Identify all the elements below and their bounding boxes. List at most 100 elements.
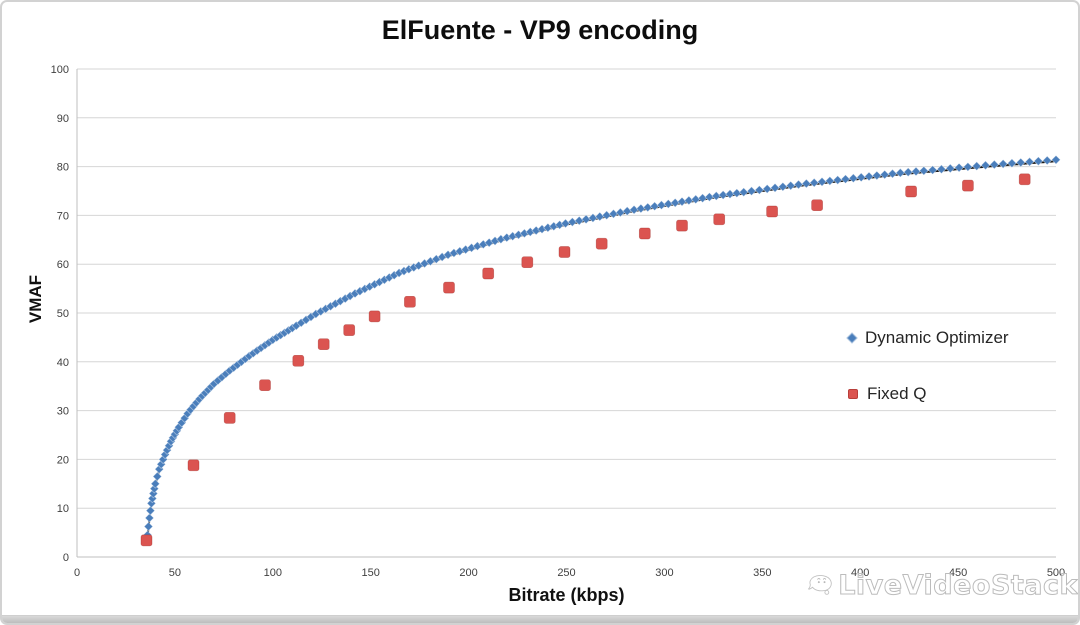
data-point-diamond	[1033, 156, 1044, 167]
x-tick-label: 450	[949, 567, 967, 579]
series-fixed-q	[140, 173, 1031, 547]
x-tick-label: 300	[655, 567, 673, 579]
y-tick-label: 60	[57, 259, 69, 271]
data-point-diamond	[642, 202, 653, 213]
data-point-diamond	[663, 199, 674, 209]
data-point-square	[811, 199, 823, 212]
data-point-diamond	[777, 181, 788, 192]
x-tick-label: 400	[851, 567, 869, 579]
data-point-square	[713, 213, 726, 226]
data-point-diamond	[147, 493, 158, 504]
data-point-diamond	[817, 176, 827, 187]
y-tick-label: 70	[57, 210, 69, 222]
y-tick-label: 30	[57, 406, 69, 418]
x-axis-title: Bitrate (kbps)	[508, 585, 625, 605]
data-point-diamond	[980, 160, 991, 171]
data-point-diamond	[143, 521, 154, 532]
legend-label: Dynamic Optimizer	[865, 328, 1009, 347]
data-point-square	[676, 219, 688, 232]
data-point-square	[187, 459, 200, 472]
square-marker-icon	[848, 389, 858, 399]
data-point-diamond	[738, 187, 749, 198]
data-point-diamond	[746, 186, 757, 196]
data-point-diamond	[1015, 157, 1026, 168]
x-tick-label: 500	[1047, 567, 1065, 579]
x-tick-label: 100	[264, 567, 282, 579]
diamond-marker-icon	[846, 332, 858, 344]
legend-label: Fixed Q	[867, 384, 927, 403]
data-point-diamond	[856, 172, 867, 183]
data-point-diamond	[832, 175, 843, 185]
data-point-square	[317, 338, 330, 351]
data-point-diamond	[725, 189, 735, 199]
data-point-square	[259, 379, 271, 392]
data-point-diamond	[887, 168, 898, 179]
data-point-square	[343, 324, 356, 336]
y-tick-label: 0	[63, 552, 69, 564]
data-point-diamond	[150, 478, 161, 489]
data-point-diamond	[840, 174, 851, 184]
data-point-square	[1018, 173, 1031, 186]
data-point-diamond	[677, 196, 687, 207]
data-point-diamond	[895, 167, 906, 178]
y-tick-label: 100	[51, 64, 69, 76]
data-point-diamond	[629, 204, 639, 215]
y-tick-label: 10	[57, 503, 69, 515]
data-point-diamond	[656, 200, 667, 210]
y-tick-label: 50	[57, 308, 69, 320]
data-point-diamond	[945, 163, 956, 174]
data-point-diamond	[1051, 154, 1061, 165]
data-point-diamond	[158, 454, 169, 465]
data-point-diamond	[903, 167, 914, 178]
data-point-square	[766, 205, 778, 218]
data-point-diamond	[911, 166, 921, 177]
data-point-diamond	[936, 164, 947, 175]
data-point-diamond	[152, 471, 163, 482]
x-tick-label: 200	[459, 567, 477, 579]
data-point-diamond	[871, 170, 882, 181]
legend-item-fixed-q: Fixed Q	[848, 384, 927, 404]
data-point-square	[404, 295, 416, 308]
y-tick-label: 20	[57, 454, 69, 466]
data-point-diamond	[954, 162, 964, 173]
data-point-diamond	[718, 190, 729, 200]
data-point-square	[595, 237, 608, 250]
x-tick-label: 150	[362, 567, 380, 579]
data-point-diamond	[1042, 155, 1053, 166]
data-point-diamond	[963, 162, 973, 172]
data-point-diamond	[684, 195, 694, 206]
data-point-square	[443, 281, 455, 294]
legend-item-dynamic-optimizer: Dynamic Optimizer	[846, 328, 1009, 348]
data-point-diamond	[1007, 158, 1017, 169]
data-point-square	[905, 185, 917, 198]
data-point-diamond	[989, 159, 1000, 170]
data-point-diamond	[824, 176, 835, 186]
bottom-frame-bar	[2, 615, 1078, 623]
data-point-square	[292, 354, 305, 367]
data-point-diamond	[144, 513, 155, 523]
data-point-diamond	[998, 159, 1008, 169]
data-point-diamond	[608, 208, 619, 219]
data-point-diamond	[848, 173, 859, 184]
y-tick-label: 80	[57, 162, 69, 174]
x-tick-label: 50	[169, 567, 181, 579]
data-point-diamond	[918, 165, 929, 176]
data-point-diamond	[731, 188, 742, 198]
data-point-diamond	[801, 178, 812, 189]
data-point-square	[223, 412, 236, 424]
data-point-square	[482, 267, 495, 280]
data-point-diamond	[670, 197, 681, 208]
data-point-square	[638, 227, 651, 240]
data-point-diamond	[762, 184, 773, 194]
data-point-diamond	[567, 217, 578, 227]
y-tick-label: 40	[57, 357, 69, 369]
data-point-square	[558, 246, 571, 258]
data-point-diamond	[145, 505, 156, 516]
data-point-diamond	[711, 191, 722, 201]
x-tick-label: 0	[74, 567, 80, 579]
data-point-square	[140, 534, 153, 547]
data-point-diamond	[879, 169, 890, 180]
data-point-diamond	[793, 179, 804, 190]
